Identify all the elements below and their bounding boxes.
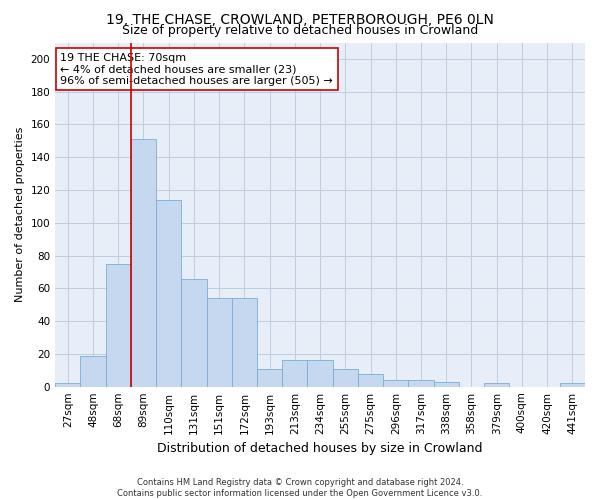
Bar xyxy=(484,384,509,386)
Text: Contains HM Land Registry data © Crown copyright and database right 2024.
Contai: Contains HM Land Registry data © Crown c… xyxy=(118,478,482,498)
Bar xyxy=(358,374,383,386)
Bar xyxy=(383,380,409,386)
Text: 19 THE CHASE: 70sqm
← 4% of detached houses are smaller (23)
96% of semi-detache: 19 THE CHASE: 70sqm ← 4% of detached hou… xyxy=(61,53,333,86)
Bar xyxy=(55,384,80,386)
Bar xyxy=(106,264,131,386)
Bar xyxy=(80,356,106,386)
Bar xyxy=(156,200,181,386)
Bar xyxy=(434,382,459,386)
Text: Size of property relative to detached houses in Crowland: Size of property relative to detached ho… xyxy=(122,24,478,37)
Bar xyxy=(206,298,232,386)
Bar xyxy=(560,384,585,386)
Bar xyxy=(332,368,358,386)
Bar xyxy=(307,360,332,386)
Text: 19, THE CHASE, CROWLAND, PETERBOROUGH, PE6 0LN: 19, THE CHASE, CROWLAND, PETERBOROUGH, P… xyxy=(106,12,494,26)
Bar xyxy=(131,139,156,386)
Bar xyxy=(409,380,434,386)
Bar xyxy=(181,278,206,386)
Bar xyxy=(282,360,307,386)
Bar xyxy=(257,368,282,386)
Bar xyxy=(232,298,257,386)
Y-axis label: Number of detached properties: Number of detached properties xyxy=(15,127,25,302)
X-axis label: Distribution of detached houses by size in Crowland: Distribution of detached houses by size … xyxy=(157,442,483,455)
